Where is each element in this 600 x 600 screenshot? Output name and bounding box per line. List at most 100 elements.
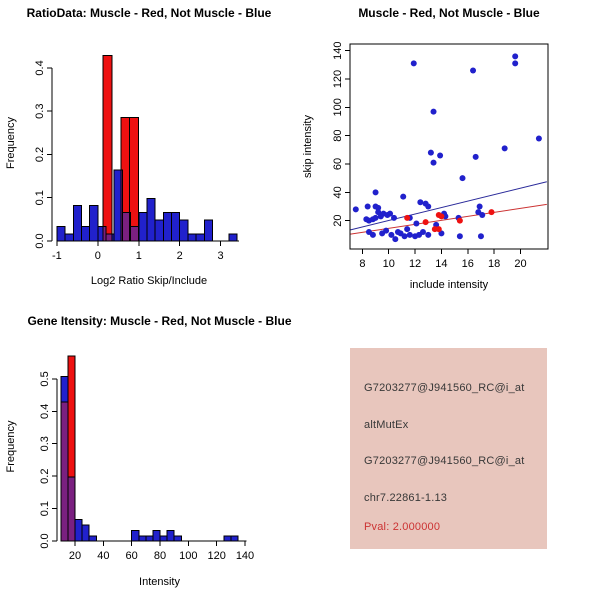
x-axis-label: Intensity — [139, 576, 180, 588]
hist-bar-not-muscle — [138, 535, 147, 542]
x-tick-label: 16 — [462, 258, 474, 270]
hist-bar-not-muscle — [154, 219, 164, 242]
scatter-point-not-muscle — [401, 233, 408, 240]
hist-bar-not-muscle — [159, 535, 168, 542]
x-tick-label: 1 — [136, 250, 142, 262]
hist-overlap-region — [121, 211, 131, 242]
hist-bar-not-muscle — [64, 233, 74, 242]
hist-bar-not-muscle — [89, 205, 99, 242]
pvalue-text: Pval: 2.000000 — [364, 521, 441, 533]
y-tick-label: 100 — [332, 98, 344, 116]
genomic-location: chr7.22861-1.13 — [364, 492, 448, 504]
scatter-point-not-muscle — [419, 228, 426, 235]
x-tick-label: 20 — [514, 258, 526, 270]
scatter-point-muscle — [404, 214, 411, 221]
x-tick-label: 80 — [154, 550, 166, 562]
hist-bar-muscle — [102, 55, 113, 242]
hist-bar-not-muscle — [138, 211, 148, 242]
hist-bar-not-muscle — [152, 529, 161, 542]
x-tick-label: 100 — [179, 550, 197, 562]
hist-bar-not-muscle — [173, 535, 182, 542]
hist-bar-not-muscle — [131, 529, 140, 542]
hist-overlap-region — [67, 476, 76, 542]
scatter-point-muscle — [435, 226, 442, 233]
x-tick-label: 14 — [435, 258, 447, 270]
scatter-point-muscle — [438, 213, 445, 220]
hist-bar-not-muscle — [171, 211, 181, 242]
scatter-point-not-muscle — [375, 204, 382, 211]
x-tick-label: 3 — [218, 250, 224, 262]
scatter-point-not-muscle — [430, 159, 437, 166]
hist-bar-not-muscle — [230, 535, 239, 542]
hist-overlap-region — [60, 401, 69, 542]
x-axis-label: Log2 Ratio Skip/Include — [91, 275, 207, 287]
scatter-point-not-muscle — [479, 211, 486, 218]
scatter-point-not-muscle — [369, 231, 376, 238]
x-tick-label: 140 — [236, 550, 254, 562]
y-tick-label: 60 — [332, 158, 344, 170]
x-tick-label: -1 — [52, 250, 62, 262]
hist-bar-not-muscle — [203, 219, 213, 242]
scatter-point-not-muscle — [476, 203, 483, 210]
hist-bar-not-muscle — [88, 535, 97, 542]
splice-event-type: altMutEx — [364, 419, 409, 431]
scatter-point-not-muscle — [372, 214, 379, 221]
hist-bar-not-muscle — [74, 519, 83, 542]
scatter-point-not-muscle — [430, 108, 437, 115]
scatter-point-not-muscle — [477, 233, 484, 240]
y-tick-label: 0.0 — [39, 533, 51, 548]
scatter-point-not-muscle — [417, 199, 424, 206]
scatter-point-not-muscle — [404, 226, 411, 233]
scatter-point-not-muscle — [392, 236, 399, 243]
scatter-point-not-muscle — [512, 60, 519, 67]
y-tick-label: 80 — [332, 130, 344, 142]
x-tick-label: 0 — [95, 250, 101, 262]
chart-title: Muscle - Red, Not Muscle - Blue — [358, 6, 540, 20]
scatter-point-not-muscle — [437, 152, 444, 159]
scatter-point-not-muscle — [425, 231, 432, 238]
x-tick-label: 8 — [359, 258, 365, 270]
ratio-histogram-panel: -1 0 1 2 3 0.0 0.1 0.2 0.3 0.4 RatioData: Muscle -… — [5, 6, 272, 287]
hist-bar-not-muscle — [56, 226, 66, 242]
hist-bar-not-muscle — [145, 535, 154, 542]
x-tick-label: 10 — [383, 258, 395, 270]
scatter-point-not-muscle — [413, 220, 420, 227]
scatter-point-not-muscle — [387, 210, 394, 217]
scatter-point-not-muscle — [472, 153, 479, 160]
x-tick-label: 2 — [177, 250, 183, 262]
y-tick-label: 0.1 — [39, 501, 51, 516]
hist-bar-not-muscle — [179, 219, 189, 242]
x-tick-label: 60 — [126, 550, 138, 562]
hist-bar-not-muscle — [162, 211, 173, 242]
hist-bar-not-muscle — [166, 529, 175, 542]
x-tick-label: 12 — [409, 258, 421, 270]
y-tick-label: 20 — [332, 215, 344, 227]
scatter-point-not-muscle — [512, 53, 519, 60]
scatter-point-not-muscle — [388, 231, 395, 238]
hist-bar-not-muscle — [81, 524, 90, 542]
regression-line-muscle-fit — [350, 203, 547, 235]
scatter-point-not-muscle — [470, 67, 477, 74]
intensity-scatter-panel: 8 10 12 14 16 18 20 20 40 60 80 100 120 140 Muscle - R… — [302, 6, 549, 291]
scatter-point-not-muscle — [406, 231, 413, 238]
scatter-point-muscle — [456, 217, 463, 224]
y-tick-label: 0.4 — [34, 60, 46, 75]
y-tick-label: 0.1 — [34, 190, 46, 205]
hist-bar-not-muscle — [187, 233, 197, 242]
y-tick-label: 120 — [332, 70, 344, 88]
gene-intensity-histogram-panel: 20 40 60 80 100 120 140 0.0 0.1 0.2 0.3 0.4 0.5 Gene … — [5, 314, 292, 588]
regression-line-not-muscle-fit — [350, 181, 547, 231]
x-axis-label: include intensity — [410, 279, 489, 291]
plot-box — [349, 43, 549, 250]
scatter-point-not-muscle — [427, 149, 434, 156]
y-tick-label: 0.2 — [34, 147, 46, 162]
scatter-point-not-muscle — [501, 145, 508, 152]
scatter-point-not-muscle — [400, 193, 407, 200]
scatter-point-not-muscle — [456, 233, 463, 240]
x-tick-label: 18 — [488, 258, 500, 270]
y-tick-label: 0.3 — [34, 104, 46, 119]
hist-bar-not-muscle — [223, 535, 232, 542]
gene-info-panel: G7203277@J941560_RC@i_at altMutEx G72032… — [350, 348, 547, 549]
hist-overlap-region — [105, 233, 113, 242]
chart-title: Gene Itensity: Muscle - Red, Not Muscle … — [27, 314, 291, 328]
